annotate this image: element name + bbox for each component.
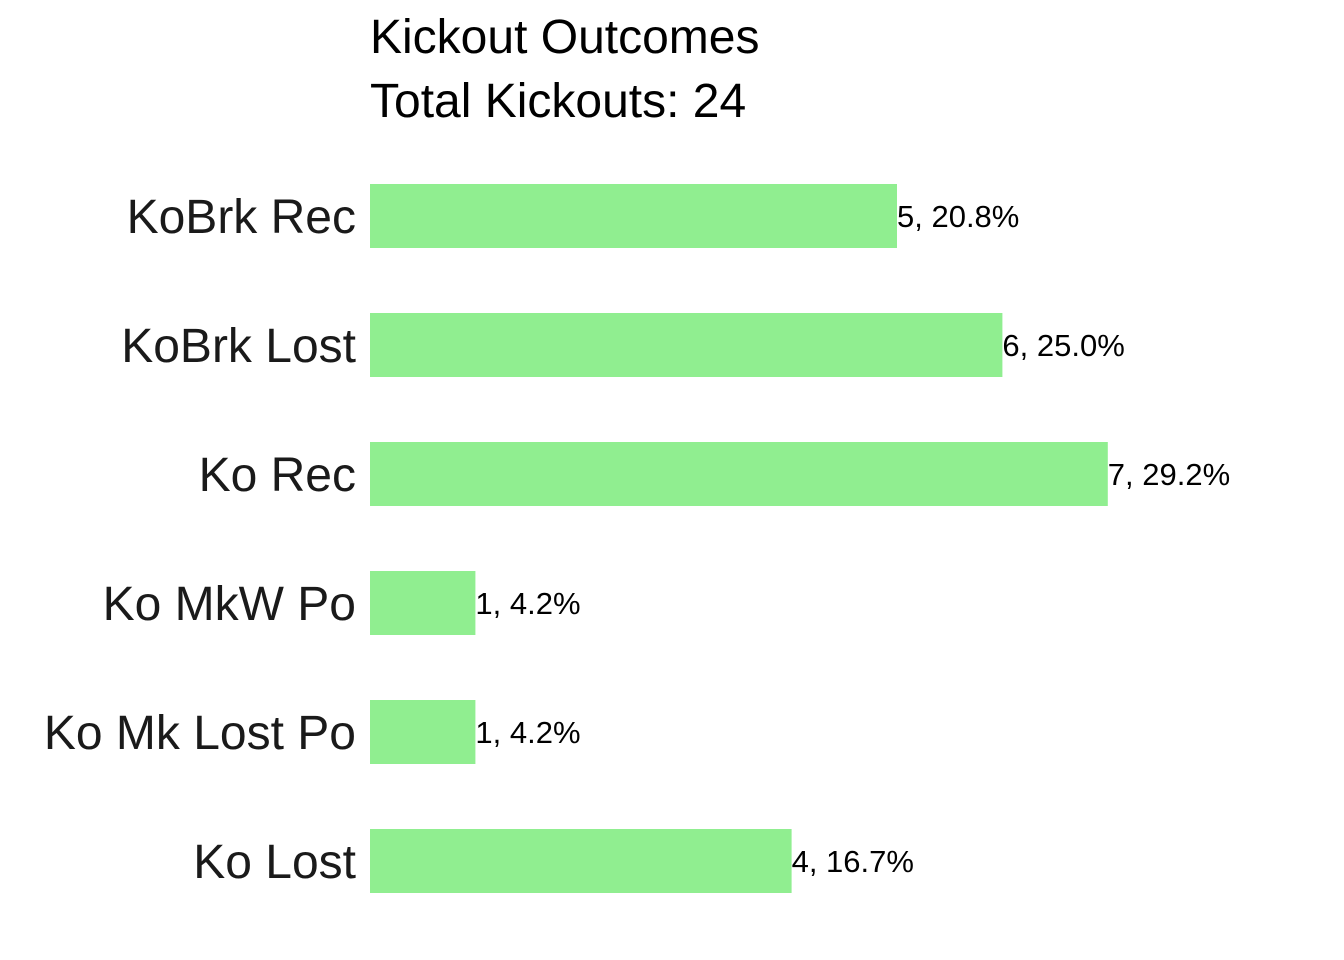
data-label-5: 4, 16.7% — [792, 844, 914, 879]
category-label-3: Ko MkW Po — [103, 578, 356, 631]
data-label-1: 6, 25.0% — [1002, 328, 1124, 363]
bar-0 — [370, 184, 897, 248]
bar-3 — [370, 571, 476, 635]
bar-2 — [370, 442, 1108, 506]
bars-layer: KoBrk Rec 5, 20.8% KoBrk Lost 6, 25.0% Ko Re… — [44, 184, 1230, 893]
category-label-5: Ko Lost — [193, 836, 356, 889]
data-label-3: 1, 4.2% — [475, 586, 580, 621]
bar-4 — [370, 700, 476, 764]
data-label-2: 7, 29.2% — [1108, 457, 1230, 492]
bar-5 — [370, 829, 792, 893]
data-label-0: 5, 20.8% — [897, 199, 1019, 234]
category-label-0: KoBrk Rec — [127, 191, 356, 244]
chart-subtitle: Total Kickouts: 24 — [370, 75, 746, 128]
data-label-4: 1, 4.2% — [475, 715, 580, 750]
category-label-4: Ko Mk Lost Po — [44, 707, 356, 760]
category-label-2: Ko Rec — [199, 449, 356, 502]
category-label-1: KoBrk Lost — [121, 320, 356, 373]
chart-title: Kickout Outcomes — [370, 11, 759, 64]
bar-1 — [370, 313, 1003, 377]
